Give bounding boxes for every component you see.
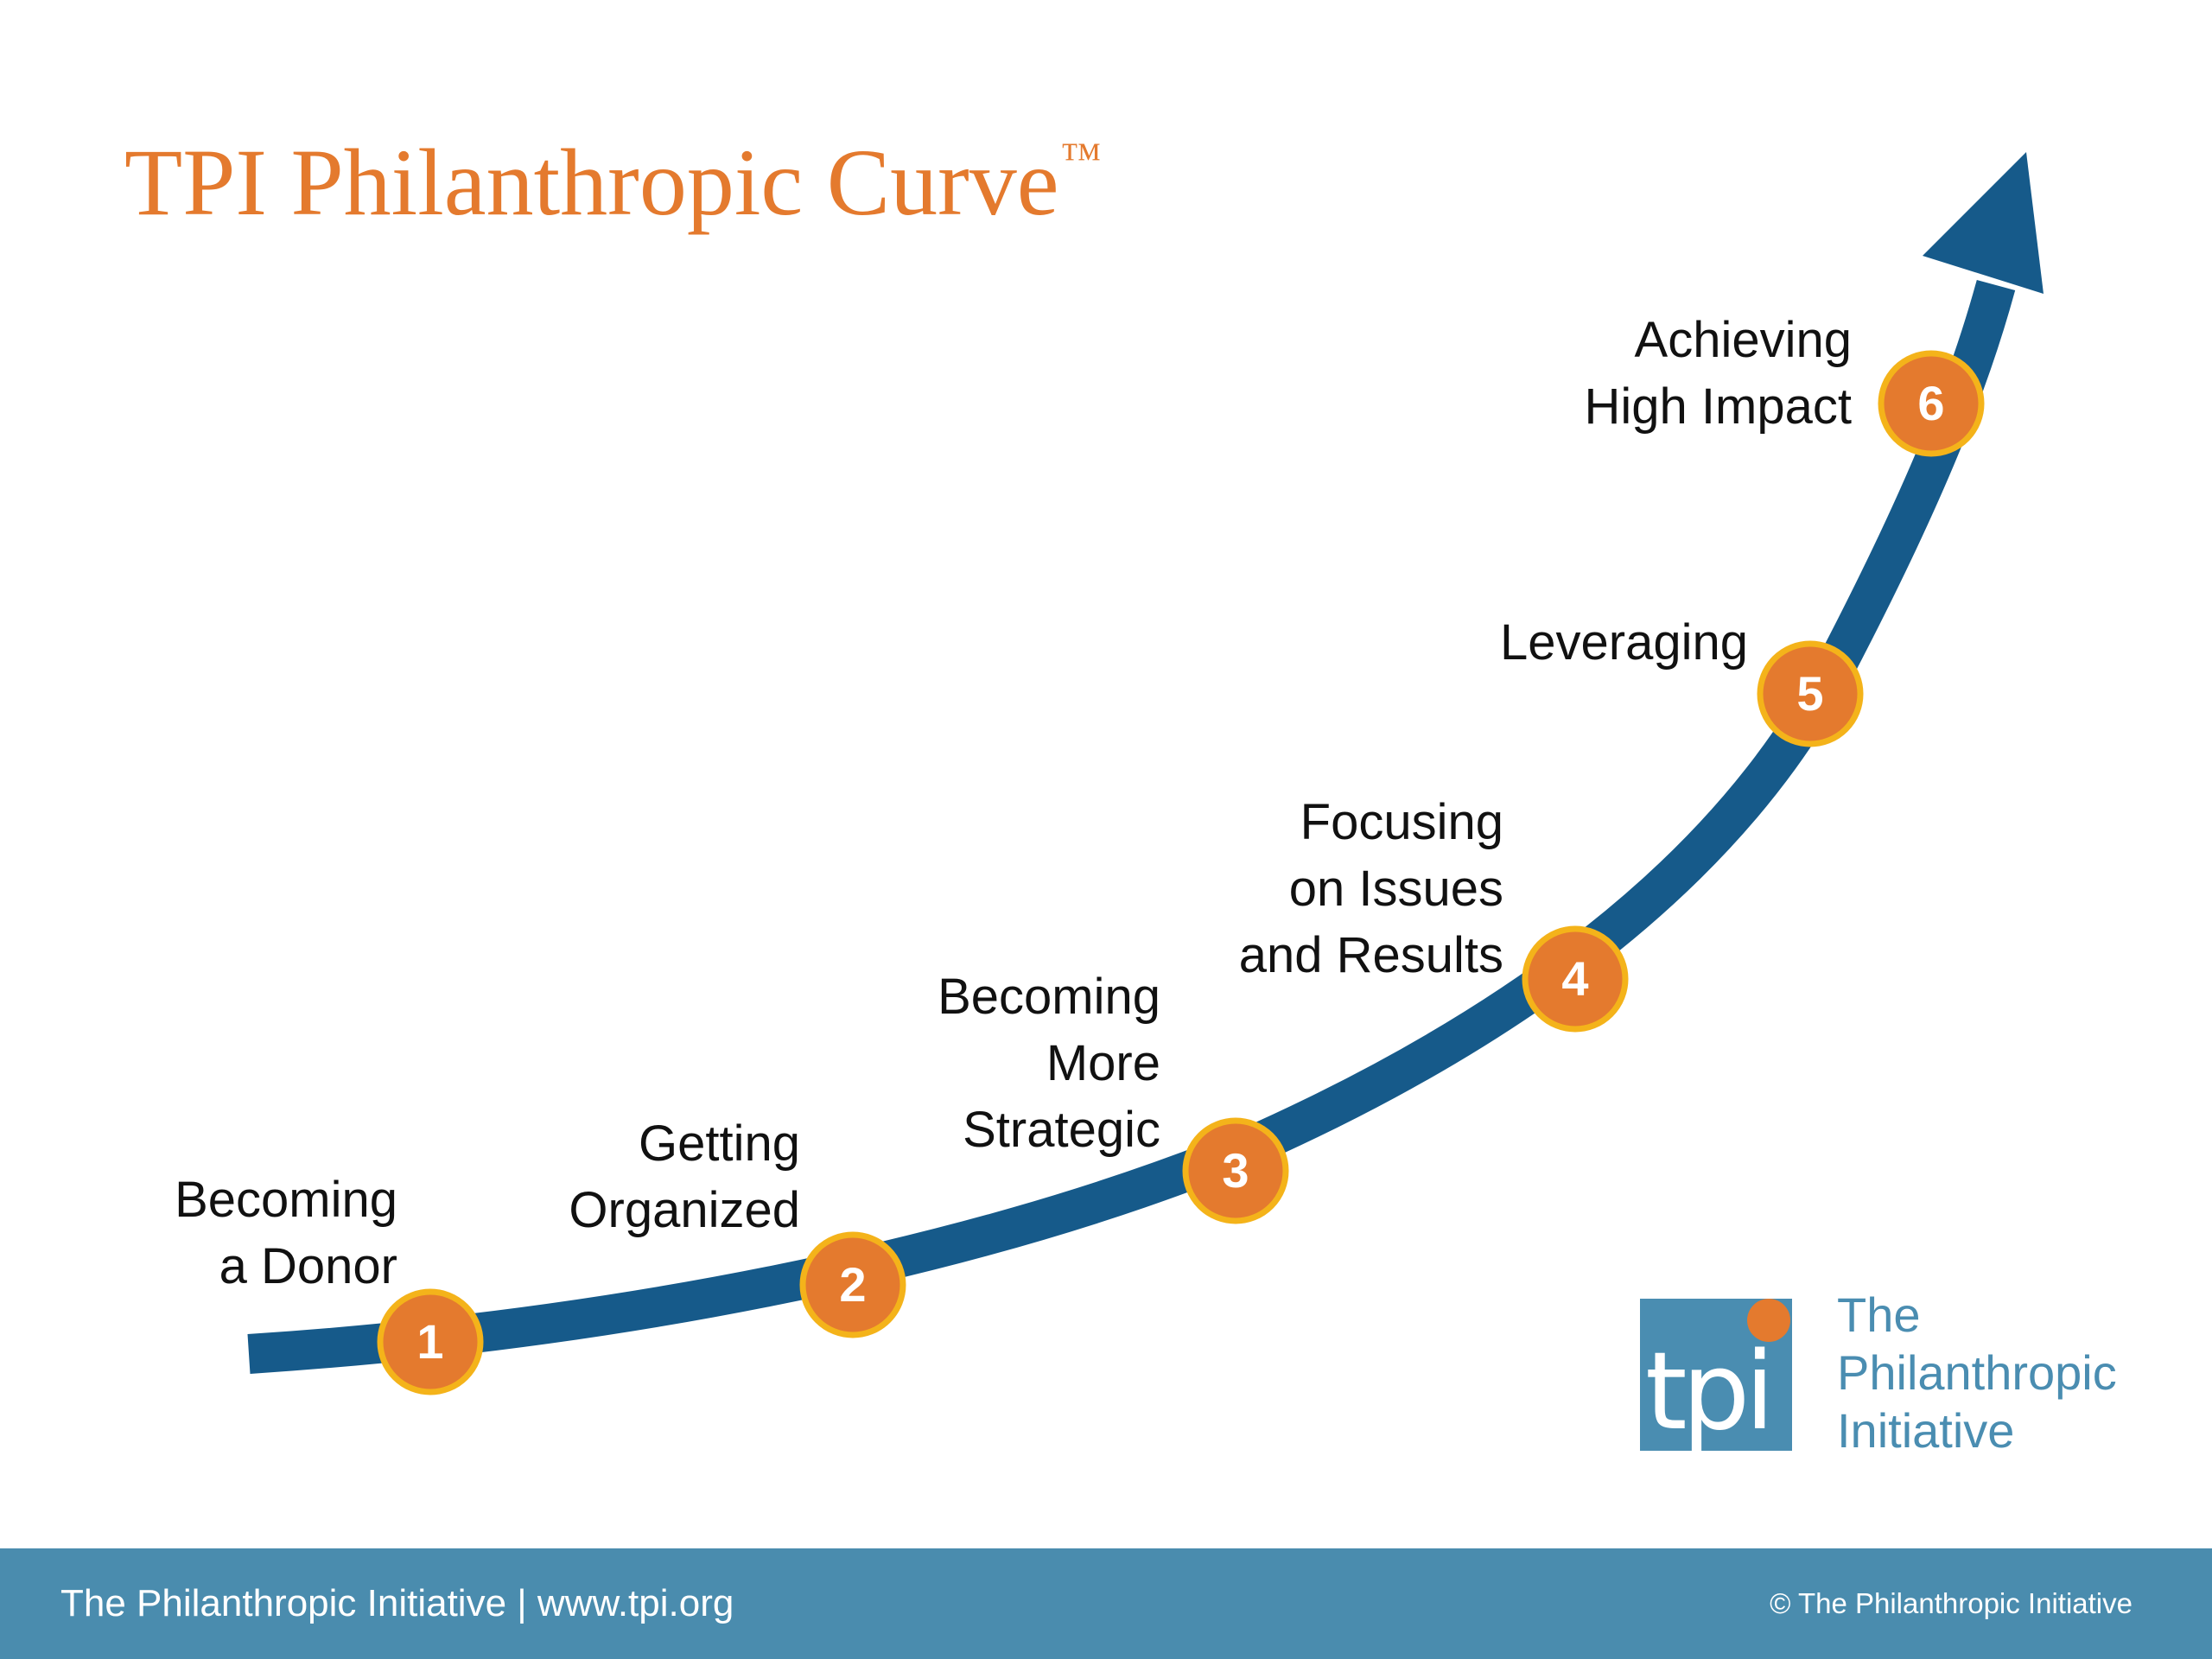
stage-label-3: Becoming More Strategic [938,963,1160,1163]
stage-markers: 1 2 3 4 5 6 [377,350,1985,1395]
stage-label-line: Strategic [963,1102,1160,1158]
stage-label-6: Achieving High Impact [1585,307,1852,440]
stage-label-line: Becoming [938,969,1160,1025]
tpi-logo-mark: tpi [1640,1299,1792,1451]
stage-label-line: on Issues [1288,861,1503,917]
logo-name-line-1: The [1837,1287,1921,1342]
stage-marker-circle [1878,350,1985,457]
title-text: TPI Philanthropic Curve [124,130,1059,235]
logo-name-line-2: Philanthropic [1837,1345,2117,1400]
stage-label-line: Organized [569,1182,800,1238]
logo-mark-text: tpi [1645,1330,1775,1454]
trademark-mark: ™ [1060,135,1102,181]
stage-marker-circle [1522,925,1629,1033]
footer-website: The Philanthropic Initiative | www.tpi.o… [60,1582,734,1624]
stage-marker-3: 3 [1182,1117,1289,1224]
footer-bar: The Philanthropic Initiative | www.tpi.o… [0,1548,2212,1659]
stage-label-line: More [1046,1035,1160,1091]
stage-label-line: Getting [639,1116,800,1172]
slide-title: TPI Philanthropic Curve™ [124,102,1102,238]
stage-label-line: Focusing [1300,794,1503,850]
stage-marker-1: 1 [377,1288,484,1395]
logo-name: The Philanthropic Initiative [1837,1286,2117,1459]
stage-label-4: Focusing on Issues and Results [1239,789,1503,988]
logo-name-line-3: Initiative [1837,1403,2015,1458]
stage-marker-circle [799,1231,906,1338]
stage-label-5: Leveraging [1500,609,1748,676]
stage-label-line: a Donor [219,1238,397,1294]
stage-number: 3 [1222,1143,1249,1198]
stage-marker-circle [1182,1117,1289,1224]
stage-marker-circle [377,1288,484,1395]
logo-dot-icon [1747,1299,1790,1342]
stage-label-1: Becoming a Donor [175,1166,397,1300]
curve-path [247,279,2016,1374]
stage-number: 4 [1561,951,1588,1006]
stage-marker-5: 5 [1757,640,1864,747]
stage-label-line: and Results [1238,927,1503,983]
stage-number: 1 [416,1314,443,1369]
stage-marker-circle [1757,640,1864,747]
stage-label-2: Getting Organized [569,1110,800,1243]
stage-number: 5 [1796,666,1823,721]
stage-number: 2 [839,1257,866,1312]
footer-copyright: © The Philanthropic Initiative [1770,1587,2133,1619]
stage-marker-4: 4 [1522,925,1629,1033]
stage-label-line: Achieving [1634,312,1852,368]
stage-label-line: High Impact [1584,378,1852,435]
stage-marker-2: 2 [799,1231,906,1338]
stage-label-line: Becoming [175,1172,397,1228]
stage-marker-6: 6 [1878,350,1985,457]
stage-number: 6 [1917,376,1944,430]
stage-label-line: Leveraging [1500,614,1748,671]
arrowhead-icon [1923,152,2044,294]
